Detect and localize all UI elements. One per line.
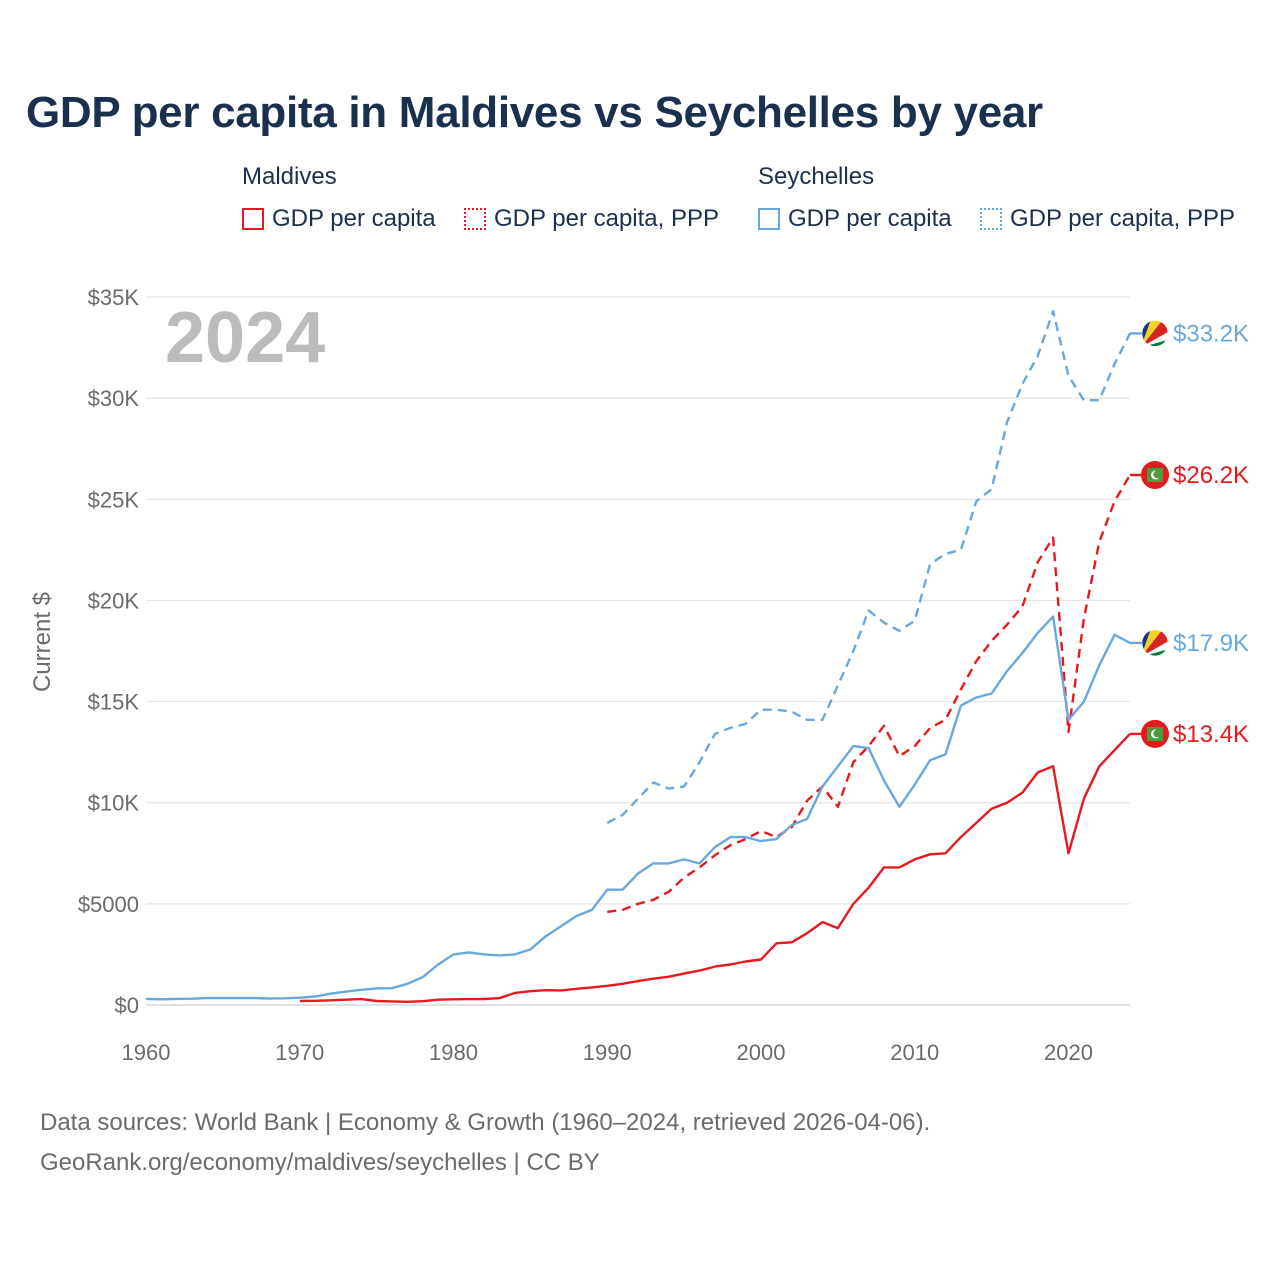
series-line-3[interactable] (299, 733, 1131, 1003)
legend-swatch-solid-red (242, 208, 264, 230)
maldives-flag-icon (1141, 461, 1169, 490)
series-line-1[interactable] (607, 474, 1132, 914)
grid-lines (146, 296, 1130, 1006)
x-tick-label: 1980 (429, 1040, 478, 1065)
y-axis-label: Current $ (29, 592, 56, 692)
y-axis-ticks: $0 $5000 $10K $15K $20K $25K $30K $35K (78, 285, 140, 1018)
seychelles-flag-icon (1141, 320, 1169, 347)
end-value-label: $33.2K (1173, 320, 1249, 347)
y-tick-label: $15K (88, 690, 140, 715)
maldives-flag-icon (1141, 719, 1169, 748)
x-tick-label: 1960 (122, 1040, 171, 1065)
legend-item-maldives-gdp[interactable]: GDP per capita (242, 205, 436, 233)
y-tick-label: $20K (88, 588, 140, 613)
y-tick-label: $10K (88, 791, 140, 816)
end-value-label: $17.9K (1173, 630, 1249, 657)
series-line-2[interactable] (145, 615, 1131, 1001)
x-tick-label: 2010 (890, 1040, 939, 1065)
y-tick-label: $25K (88, 487, 140, 512)
y-tick-label: $30K (88, 386, 140, 411)
series-lines (145, 310, 1132, 1003)
footer-credit: GeoRank.org/economy/maldives/seychelles … (40, 1149, 600, 1176)
legend-swatch-solid-blue (758, 208, 780, 230)
legend-label: GDP per capita, PPP (494, 205, 719, 232)
series-end-markers: $33.2K $26.2K $17.9K $13.4K (1130, 320, 1249, 748)
legend-swatch-dotted-blue (980, 208, 1002, 230)
legend-group-seychelles: Seychelles (758, 163, 875, 190)
legend-item-seychelles-gdp-ppp[interactable]: GDP per capita, PPP (980, 205, 1235, 233)
legend-item-seychelles-gdp[interactable]: GDP per capita (758, 205, 952, 233)
legend-label: GDP per capita (272, 205, 436, 232)
x-tick-label: 1990 (583, 1040, 632, 1065)
x-axis-ticks: 1960 1970 1980 1990 2000 2010 2020 (122, 1040, 1093, 1065)
legend-item-maldives-gdp-ppp[interactable]: GDP per capita, PPP (464, 205, 719, 233)
chart-title: GDP per capita in Maldives vs Seychelles… (26, 88, 1043, 137)
year-overlay: 2024 (165, 298, 325, 378)
legend-group-maldives: Maldives (242, 163, 337, 190)
series-line-0[interactable] (606, 310, 1132, 824)
y-tick-label: $0 (115, 993, 139, 1018)
legend-label: GDP per capita (788, 205, 952, 232)
end-value-label: $13.4K (1173, 721, 1249, 748)
y-tick-label: $35K (88, 285, 140, 310)
x-tick-label: 2000 (737, 1040, 786, 1065)
footer-sources: Data sources: World Bank | Economy & Gro… (40, 1109, 931, 1136)
y-tick-label: $5000 (78, 892, 139, 917)
legend-label: GDP per capita, PPP (1010, 205, 1235, 232)
x-tick-label: 1970 (275, 1040, 324, 1065)
x-tick-label: 2020 (1044, 1040, 1093, 1065)
seychelles-flag-icon (1141, 629, 1169, 657)
end-value-label: $26.2K (1173, 462, 1249, 489)
legend-swatch-dotted-red (464, 208, 486, 230)
